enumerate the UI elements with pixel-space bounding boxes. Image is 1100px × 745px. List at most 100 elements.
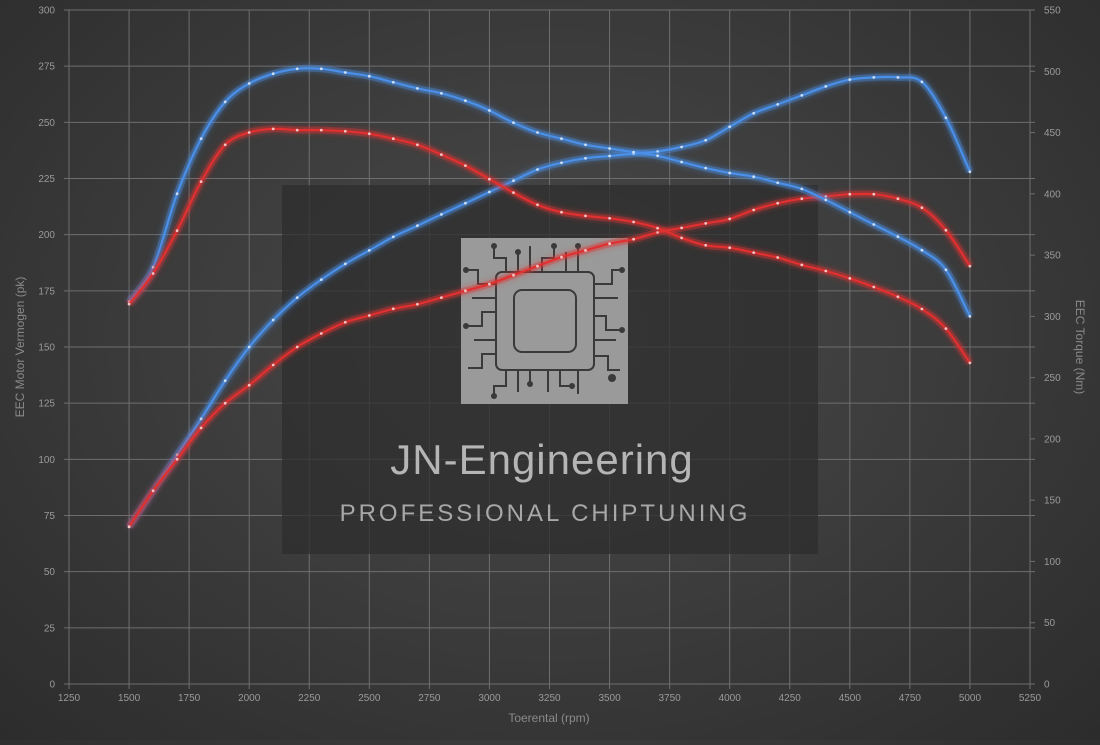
data-point [199, 180, 203, 184]
data-point [343, 320, 347, 324]
data-point [680, 160, 683, 164]
y-right-tick-label: 150 [1044, 496, 1061, 507]
data-point [199, 137, 203, 141]
data-point [199, 417, 203, 421]
x-tick-label: 3750 [659, 693, 682, 704]
y-right-axis-ticks: 0 50 100 150 200 250 300 350 400 450 500 550 [1044, 6, 1061, 691]
data-point [295, 296, 299, 299]
data-point [704, 243, 708, 247]
data-point [391, 307, 395, 311]
data-point [247, 383, 251, 387]
data-point [512, 179, 515, 183]
x-tick-label: 2000 [238, 693, 261, 704]
x-tick-label: 1250 [58, 693, 81, 704]
x-axis-ticks: 1250 1500 1750 2000 2250 2500 2750 3000 3250 3500… [58, 693, 1042, 704]
data-point [872, 192, 876, 196]
watermark-title: JN-Engineering [390, 436, 694, 483]
data-point [584, 156, 587, 160]
data-point [944, 228, 948, 232]
data-point [560, 137, 563, 141]
data-point [488, 177, 491, 181]
data-point [752, 111, 756, 115]
data-point [632, 237, 635, 241]
data-point [488, 190, 491, 194]
data-point [776, 181, 780, 185]
series-0-left-axis [126, 73, 974, 529]
data-point [824, 85, 828, 88]
data-point [824, 269, 828, 273]
data-point [247, 131, 251, 134]
data-point [319, 128, 323, 132]
y-left-tick-label: 225 [38, 174, 55, 185]
data-point [608, 216, 611, 220]
data-point [440, 213, 443, 216]
data-point [464, 201, 467, 205]
data-point [295, 345, 299, 349]
data-point [752, 208, 756, 212]
data-point [704, 166, 708, 170]
data-point [752, 175, 756, 179]
data-point [319, 67, 323, 71]
y-right-tick-label: 450 [1044, 128, 1061, 139]
data-point [223, 143, 227, 147]
data-point [584, 143, 587, 147]
y-left-tick-label: 125 [38, 399, 55, 410]
y-right-tick-label: 550 [1044, 6, 1061, 17]
data-point [872, 76, 876, 79]
data-point [295, 128, 299, 132]
data-point [391, 137, 395, 141]
y-right-tick-label: 100 [1044, 557, 1061, 568]
data-point [536, 264, 539, 268]
data-point [199, 426, 203, 430]
data-point [896, 197, 900, 201]
data-point [776, 103, 780, 106]
data-point [343, 262, 347, 266]
data-point [512, 273, 515, 277]
x-tick-label: 3000 [478, 693, 501, 704]
data-point [704, 222, 708, 225]
data-point [920, 206, 924, 210]
data-point [680, 145, 683, 149]
data-point [271, 318, 275, 322]
y-right-tick-label: 500 [1044, 67, 1061, 78]
series-3-right-axis [126, 125, 973, 365]
data-point [920, 80, 924, 84]
x-tick-label: 1750 [178, 693, 201, 704]
data-point [271, 363, 275, 367]
y-right-tick-label: 400 [1044, 189, 1061, 200]
series-line [128, 127, 971, 364]
data-point [464, 99, 467, 103]
y-right-tick-label: 250 [1044, 373, 1061, 384]
y-right-tick-label: 200 [1044, 434, 1061, 445]
data-point [584, 249, 587, 252]
data-point [608, 147, 611, 150]
data-point [536, 203, 539, 207]
data-point [151, 489, 155, 493]
data-point [416, 302, 419, 306]
data-point [464, 164, 467, 168]
data-point [872, 223, 876, 226]
data-point [800, 94, 804, 97]
x-tick-label: 2500 [358, 693, 381, 704]
data-point [608, 242, 611, 246]
data-point [848, 210, 852, 214]
series-line [128, 75, 971, 528]
y-left-tick-label: 300 [38, 6, 55, 17]
watermark-subtitle: PROFESSIONAL CHIPTUNING [340, 500, 751, 527]
y-right-tick-label: 350 [1044, 251, 1061, 262]
data-point [416, 87, 419, 90]
data-point [584, 214, 587, 218]
y-left-tick-label: 250 [38, 118, 55, 129]
data-point [728, 125, 732, 129]
data-point [391, 235, 395, 239]
series [126, 64, 974, 529]
data-point [896, 295, 900, 299]
watermark: JN-Engineering PROFESSIONAL CHIPTUNING [282, 185, 818, 554]
data-point [367, 314, 371, 317]
y-right-axis-title: EEC Torque (Nm) [1073, 300, 1087, 394]
series-line [128, 67, 971, 318]
data-point [632, 150, 635, 154]
x-tick-label: 2750 [418, 693, 441, 704]
data-point [944, 116, 948, 120]
data-point [632, 220, 635, 224]
